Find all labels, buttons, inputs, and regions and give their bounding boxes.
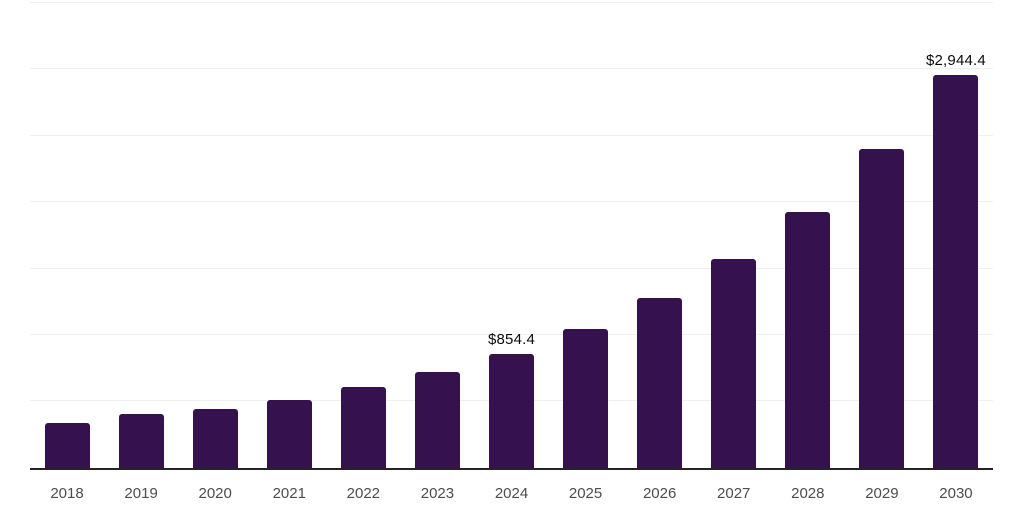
gridline: [30, 134, 993, 136]
x-tick-label-2020: 2020: [198, 485, 232, 502]
bar-2019: [118, 413, 164, 468]
x-tick-label-2025: 2025: [568, 485, 603, 502]
bar-2018: [44, 422, 90, 468]
gridline: [30, 201, 993, 203]
gridline: [30, 68, 993, 70]
bar-2022: [340, 387, 386, 468]
bar-2020: [192, 408, 238, 468]
bar-2030: [933, 74, 979, 468]
bar-2023: [414, 372, 460, 468]
bar-2024: [489, 353, 534, 468]
bar-2028: [785, 211, 831, 468]
x-tick-label-2019: 2019: [124, 485, 158, 502]
bar-value-label-2024: $854.4: [487, 330, 536, 348]
x-axis-line: [30, 468, 993, 470]
bar-2026: [637, 298, 683, 468]
x-tick-label-2021: 2021: [272, 485, 306, 502]
x-tick-label-2026: 2026: [642, 485, 677, 502]
bar-2021: [266, 400, 312, 468]
bar-2029: [859, 149, 905, 468]
x-tick-label-2029: 2029: [865, 485, 899, 502]
gridline: [30, 267, 993, 269]
bar-2025: [563, 328, 609, 468]
bar-value-label-2030: $2,944.4: [925, 51, 986, 69]
x-tick-label-2030: 2030: [939, 485, 973, 502]
x-tick-label-2028: 2028: [791, 485, 825, 502]
x-tick-label-2027: 2027: [717, 485, 751, 502]
x-tick-label-2024: 2024: [494, 485, 529, 502]
x-tick-label-2018: 2018: [50, 485, 84, 502]
bar-2027: [711, 259, 757, 468]
x-tick-label-2022: 2022: [346, 485, 381, 502]
x-tick-label-2023: 2023: [420, 485, 455, 502]
gridline: [30, 2, 993, 3]
